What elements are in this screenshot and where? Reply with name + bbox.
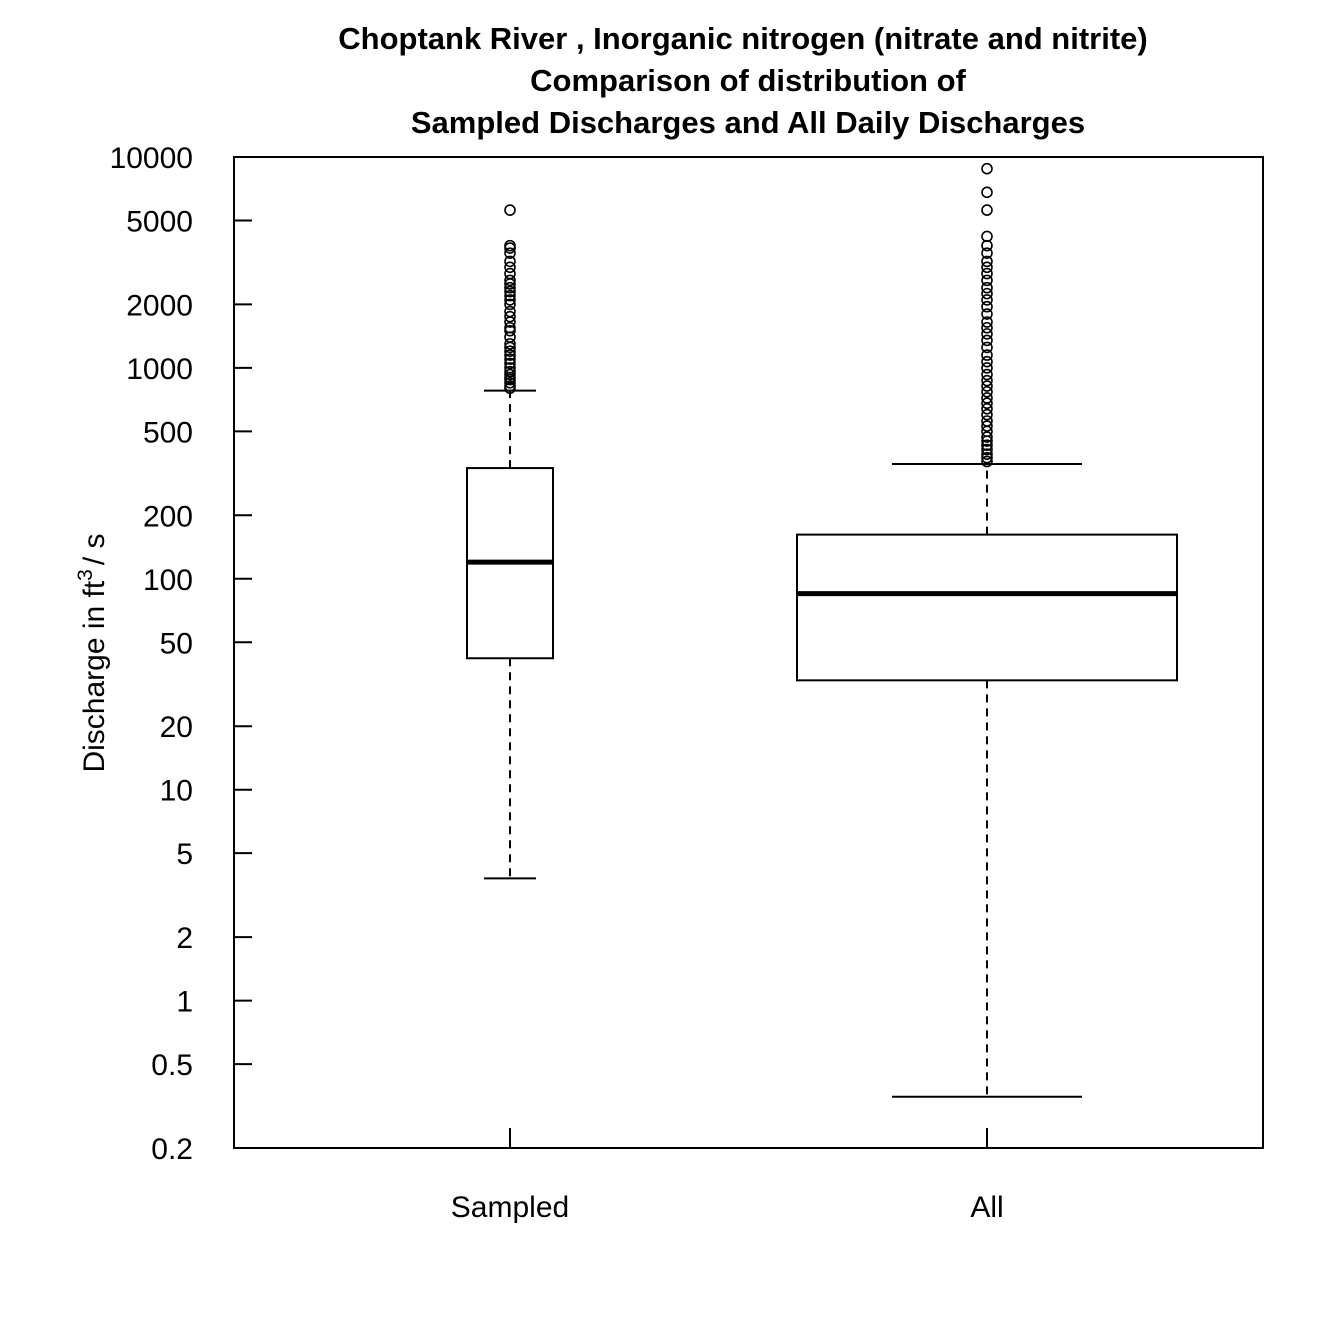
outlier-point	[504, 357, 516, 370]
y-tick-label: 5	[176, 838, 193, 871]
outlier-point	[981, 255, 993, 268]
y-tick-label: 10000	[110, 142, 193, 175]
outlier-point	[504, 239, 516, 252]
outlier-point	[504, 204, 516, 216]
y-tick-label: 1	[176, 986, 193, 1019]
outlier-point	[981, 439, 993, 451]
y-tick-label: 500	[143, 416, 193, 449]
title-line-3: Sampled Discharges and All Daily Dischar…	[411, 105, 1085, 140]
y-axis-label-main: Discharge in ft	[78, 580, 111, 772]
outlier-point	[981, 321, 993, 334]
outlier-point	[981, 239, 993, 252]
outlier-point	[981, 328, 993, 340]
x-category-label: All	[970, 1191, 1003, 1224]
box-sampled	[466, 204, 554, 880]
outlier-point	[504, 267, 516, 280]
outlier-point	[981, 274, 993, 287]
outlier-point	[981, 300, 993, 313]
outlier-point	[504, 353, 516, 365]
outlier-point	[981, 443, 993, 456]
outlier-point	[504, 349, 516, 361]
outlier-point	[504, 255, 516, 268]
outlier-point	[504, 261, 516, 274]
outlier-point	[504, 289, 516, 302]
y-axis-label-superscript: 3	[74, 569, 97, 581]
outlier-point	[981, 341, 993, 354]
box-all	[796, 162, 1178, 1098]
y-tick-label: 200	[143, 500, 193, 533]
interquartile-box	[796, 533, 1178, 682]
outlier-point	[981, 408, 993, 421]
outlier-point	[504, 345, 516, 357]
outlier-point	[981, 380, 993, 392]
outlier-point	[981, 230, 993, 243]
y-tick-label: 50	[160, 627, 193, 660]
y-tick-label: 10	[160, 775, 193, 808]
y-axis-label: Discharge in ft3 / s	[74, 533, 111, 772]
outlier-point	[981, 355, 993, 368]
outlier-point	[981, 267, 993, 280]
outlier-point	[981, 162, 993, 175]
outlier-point	[981, 349, 993, 361]
outlier-point	[504, 305, 516, 318]
outlier-point	[504, 321, 516, 334]
y-tick-label: 100	[143, 564, 193, 597]
outlier-point	[504, 338, 516, 350]
y-tick-label: 0.2	[151, 1133, 193, 1166]
outlier-point	[981, 397, 993, 410]
outlier-point	[504, 281, 516, 294]
outlier-point	[504, 274, 516, 287]
outlier-point	[981, 308, 993, 320]
outlier-point	[504, 362, 516, 374]
outlier-point	[504, 365, 516, 378]
y-tick-label: 20	[160, 711, 193, 744]
outlier-point	[504, 310, 516, 323]
outlier-point	[981, 415, 993, 427]
outlier-point	[504, 247, 516, 259]
outlier-point	[981, 451, 993, 464]
outlier-point	[981, 261, 993, 274]
outlier-point	[981, 186, 993, 199]
outlier-point	[981, 455, 993, 468]
box-series	[466, 162, 1178, 1098]
y-tick-label: 5000	[126, 205, 193, 238]
y-tick-label: 0.5	[151, 1049, 193, 1082]
outlier-point	[981, 362, 993, 374]
outlier-point	[504, 324, 516, 337]
outlier-point	[981, 386, 993, 398]
outlier-point	[981, 334, 993, 347]
outlier-point	[981, 431, 993, 443]
outlier-point	[981, 420, 993, 432]
outlier-point	[981, 204, 993, 216]
plot-area-frame	[233, 156, 1264, 1149]
outlier-point	[981, 392, 993, 404]
x-category-label: Sampled	[451, 1191, 569, 1224]
outlier-point	[504, 285, 516, 298]
title-line-1: Choptank River , Inorganic nitrogen (nit…	[338, 21, 1148, 56]
outlier-point	[981, 287, 993, 300]
outlier-point	[504, 380, 516, 392]
outlier-point	[981, 374, 993, 387]
outlier-point	[981, 316, 993, 328]
y-tick-label: 1000	[126, 353, 193, 386]
y-axis-label-suffix: / s	[78, 533, 111, 565]
y-axis: 0.2 0.5 1 2 5 10 20 50 100 200 500 1000 2000 5000 1000…	[110, 142, 252, 1166]
outlier-point	[981, 281, 993, 294]
outlier-point	[981, 368, 993, 381]
outlier-point	[504, 298, 516, 311]
title-line-2: Comparison of distribution of	[530, 63, 966, 98]
outlier-point	[981, 294, 993, 306]
outlier-point	[504, 294, 516, 306]
outlier-point	[504, 376, 516, 389]
y-tick-label: 2000	[126, 289, 193, 322]
outlier-point	[981, 448, 993, 460]
chart-title: Choptank River , Inorganic nitrogen (nit…	[338, 21, 1148, 140]
x-axis: Sampled All	[451, 1128, 1004, 1224]
outlier-point	[981, 247, 993, 259]
y-tick-label: 2	[176, 922, 193, 955]
